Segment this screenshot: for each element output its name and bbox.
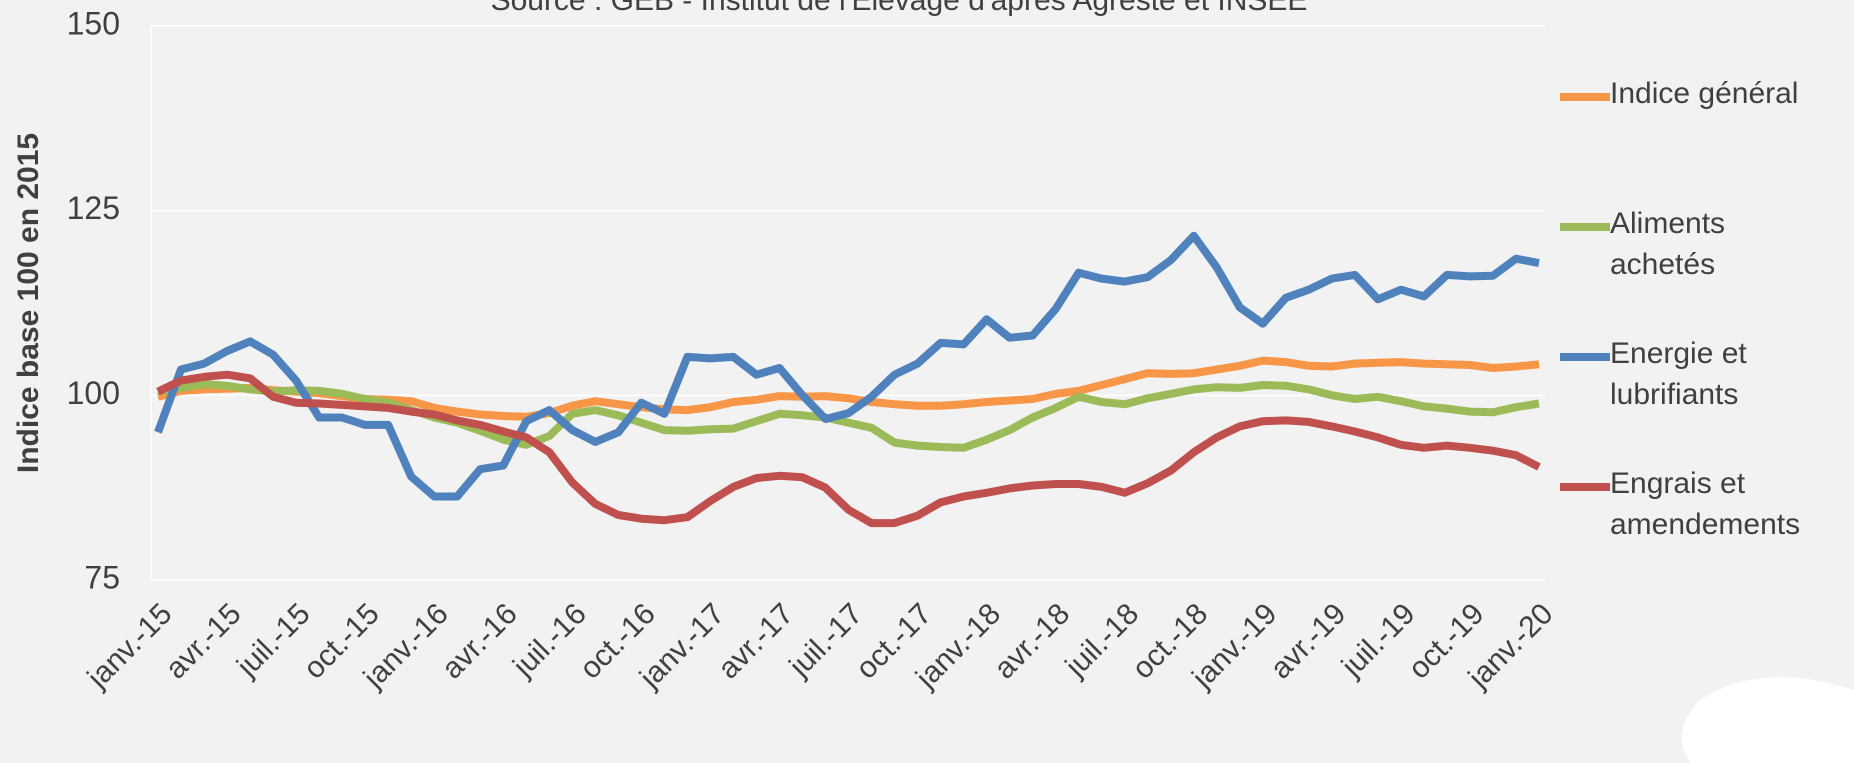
x-tick-label: avr.-17 <box>712 597 800 685</box>
legend-label: Aliments achetés <box>1610 207 1726 281</box>
legend-swatch <box>1560 483 1610 491</box>
legend-label: Indice général <box>1610 77 1799 110</box>
x-tick-label: avr.-19 <box>1264 597 1352 685</box>
x-tick-label: juil.-17 <box>783 597 870 684</box>
legend-swatch <box>1560 93 1610 101</box>
x-tick-label: juil.-18 <box>1059 597 1146 684</box>
series-line <box>154 231 1540 501</box>
x-tick-label: janv.-15 <box>81 597 179 695</box>
y-axis-label: Indice base 100 en 2015 <box>12 133 45 473</box>
x-tick-label: juil.-16 <box>506 597 593 684</box>
legend-item: Engrais et amendements <box>1560 467 1825 545</box>
legend-swatch <box>1560 223 1610 231</box>
legend-item: Indice général <box>1560 77 1825 114</box>
legend-label: Engrais et amendements <box>1610 467 1801 541</box>
x-tick-label: juil.-19 <box>1335 597 1422 684</box>
y-tick-label: 150 <box>67 5 120 41</box>
x-tick-label: avr.-15 <box>159 597 247 685</box>
y-tick-label: 125 <box>67 190 120 226</box>
legend-label: Energie et lubrifiants <box>1610 337 1747 411</box>
x-tick-label: juil.-15 <box>230 597 317 684</box>
legend-swatch <box>1560 353 1610 361</box>
x-tick-label: avr.-18 <box>988 597 1076 685</box>
y-tick-label: 100 <box>67 375 120 411</box>
logo-shape <box>1682 677 1854 763</box>
legend-item: Energie et lubrifiants <box>1560 337 1825 415</box>
y-tick-label: 75 <box>84 559 120 595</box>
chart-subtitle: Source : GEB - Institut de l'Elevage d'a… <box>491 0 1308 17</box>
series-line <box>156 370 1541 528</box>
legend-item: Aliments achetés <box>1560 207 1825 285</box>
x-tick-label: avr.-16 <box>436 597 524 685</box>
series-line <box>157 380 1540 452</box>
